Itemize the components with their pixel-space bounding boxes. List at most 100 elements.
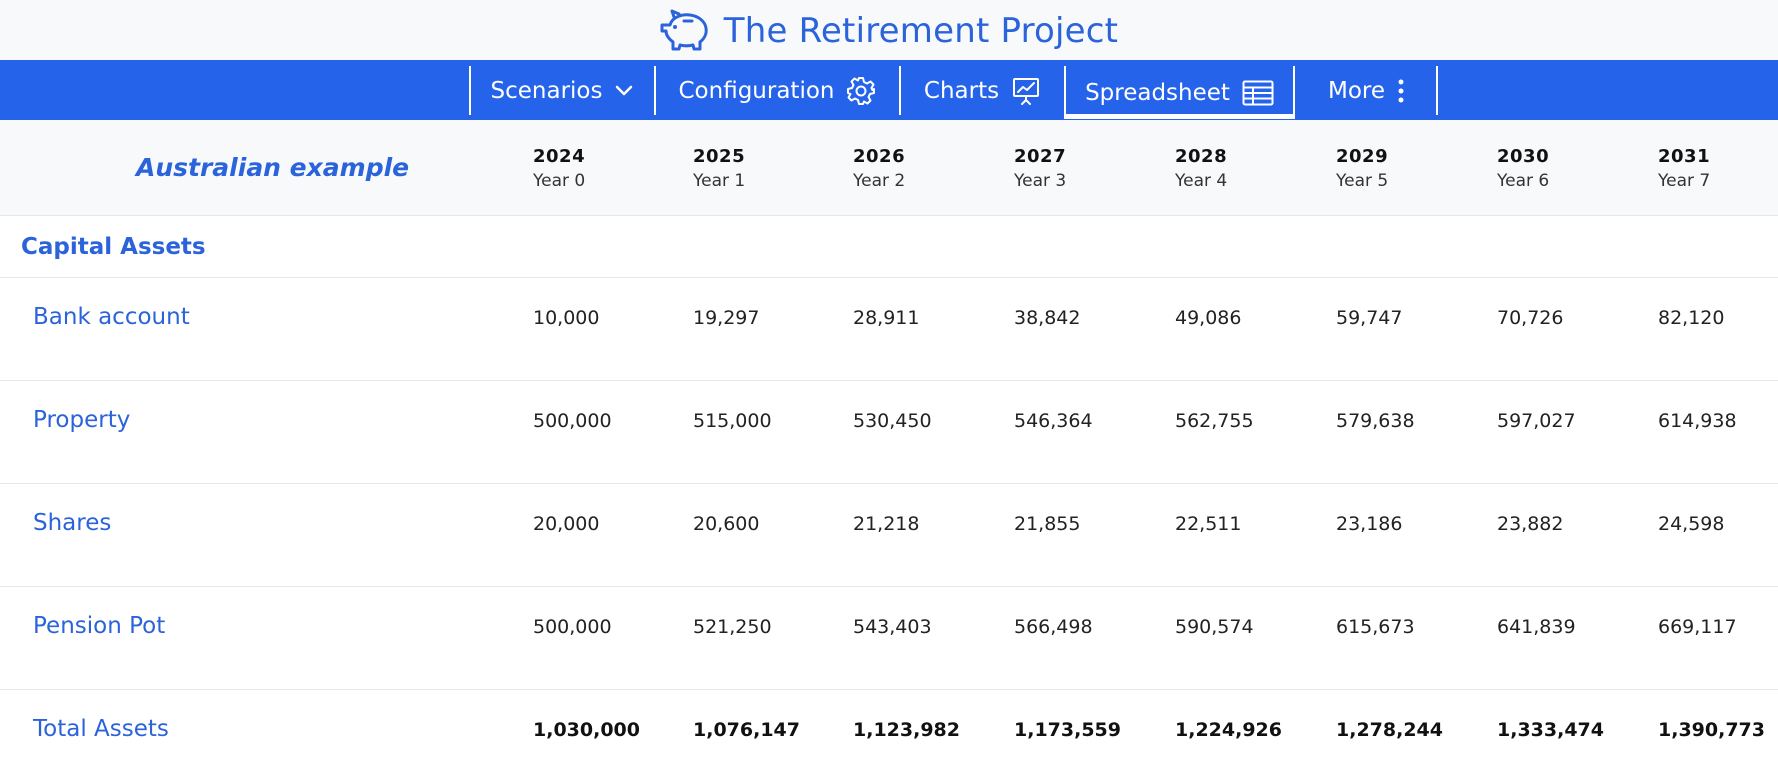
table-cell: 579,638 xyxy=(1336,410,1415,432)
table-cell: 1,390,773 xyxy=(1658,719,1765,741)
gear-icon xyxy=(847,76,876,105)
nav-more[interactable]: More xyxy=(1297,66,1436,115)
table-cell: 82,120 xyxy=(1658,307,1725,329)
section-title: Capital Assets xyxy=(21,234,206,260)
table-cell: 1,278,244 xyxy=(1336,719,1443,741)
year-column-header: 2026 Year 2 xyxy=(853,146,905,191)
table-cell: 530,450 xyxy=(853,410,932,432)
main-nav: Scenarios Configuration Charts Spreadshe… xyxy=(0,60,1778,120)
chevron-down-icon xyxy=(616,85,633,95)
table-cell: 1,173,559 xyxy=(1014,719,1121,741)
scenario-name: Australian example xyxy=(136,153,410,182)
table-cell: 641,839 xyxy=(1497,616,1576,638)
year-label: Year 1 xyxy=(693,171,746,191)
year-label: Year 3 xyxy=(1014,171,1067,191)
year-label: Year 0 xyxy=(533,171,586,191)
table-cell: 615,673 xyxy=(1336,616,1415,638)
nav-scenarios-label: Scenarios xyxy=(490,77,603,104)
year-label: Year 6 xyxy=(1497,171,1550,191)
row-divider xyxy=(0,586,1778,587)
table-cell: 10,000 xyxy=(533,307,600,329)
row-label[interactable]: Total Assets xyxy=(33,716,169,742)
table-cell: 1,224,926 xyxy=(1175,719,1282,741)
row-divider xyxy=(0,277,1778,278)
nav-configuration-label: Configuration xyxy=(678,77,835,104)
table-cell: 20,600 xyxy=(693,513,760,535)
nav-separator xyxy=(654,66,656,115)
nav-spreadsheet-label: Spreadsheet xyxy=(1085,79,1230,106)
table-cell: 23,186 xyxy=(1336,513,1403,535)
table-cell: 521,250 xyxy=(693,616,772,638)
nav-separator xyxy=(899,66,901,115)
nav-charts-label: Charts xyxy=(923,77,1000,104)
app-title: The Retirement Project xyxy=(723,11,1119,51)
year-label: Year 2 xyxy=(853,171,906,191)
table-cell: 515,000 xyxy=(693,410,772,432)
piggy-bank-icon xyxy=(660,9,708,51)
brand[interactable]: The Retirement Project xyxy=(660,9,1118,53)
vertical-dots-icon xyxy=(1398,79,1404,102)
app-header: The Retirement Project xyxy=(0,0,1778,60)
table-cell: 546,364 xyxy=(1014,410,1093,432)
table-cell: 590,574 xyxy=(1175,616,1254,638)
nav-charts[interactable]: Charts xyxy=(901,66,1064,115)
table-icon xyxy=(1242,80,1274,105)
year-column-header: 2024 Year 0 xyxy=(533,146,585,191)
year-column-header: 2030 Year 6 xyxy=(1497,146,1549,191)
table-cell: 21,218 xyxy=(853,513,920,535)
row-label[interactable]: Pension Pot xyxy=(33,613,166,639)
row-label[interactable]: Property xyxy=(33,407,131,433)
presentation-chart-icon xyxy=(1013,77,1040,105)
year-column-header: 2028 Year 4 xyxy=(1175,146,1227,191)
table-cell: 566,498 xyxy=(1014,616,1093,638)
table-cell: 70,726 xyxy=(1497,307,1564,329)
table-cell: 1,333,474 xyxy=(1497,719,1604,741)
table-cell: 23,882 xyxy=(1497,513,1564,535)
year-number: 2025 xyxy=(693,146,746,167)
row-divider xyxy=(0,689,1778,690)
table-cell: 1,123,982 xyxy=(853,719,960,741)
table-cell: 21,855 xyxy=(1014,513,1081,535)
nav-separator xyxy=(469,66,471,115)
year-label: Year 5 xyxy=(1336,171,1389,191)
nav-separator xyxy=(1436,66,1438,115)
table-cell: 597,027 xyxy=(1497,410,1576,432)
nav-more-label: More xyxy=(1327,77,1386,104)
table-cell: 500,000 xyxy=(533,616,612,638)
table-cell: 562,755 xyxy=(1175,410,1254,432)
year-label: Year 4 xyxy=(1175,171,1228,191)
table-cell: 1,076,147 xyxy=(693,719,800,741)
nav-scenarios[interactable]: Scenarios xyxy=(471,66,654,115)
nav-spreadsheet[interactable]: Spreadsheet xyxy=(1064,66,1295,119)
table-cell: 28,911 xyxy=(853,307,920,329)
nav-configuration[interactable]: Configuration xyxy=(656,66,899,115)
table-cell: 22,511 xyxy=(1175,513,1242,535)
table-cell: 59,747 xyxy=(1336,307,1403,329)
table-cell: 38,842 xyxy=(1014,307,1081,329)
row-label[interactable]: Shares xyxy=(33,510,112,536)
table-cell: 24,598 xyxy=(1658,513,1725,535)
year-column-header: 2027 Year 3 xyxy=(1014,146,1066,191)
year-label: Year 7 xyxy=(1658,171,1711,191)
table-cell: 20,000 xyxy=(533,513,600,535)
year-number: 2027 xyxy=(1014,146,1067,167)
table-cell: 543,403 xyxy=(853,616,932,638)
table-cell: 614,938 xyxy=(1658,410,1737,432)
table-cell: 19,297 xyxy=(693,307,760,329)
row-label[interactable]: Bank account xyxy=(33,304,190,330)
spreadsheet-header: Australian example 2024 Year 0 2025 Year 1 2… xyxy=(0,120,1778,216)
row-divider xyxy=(0,380,1778,381)
table-cell: 500,000 xyxy=(533,410,612,432)
year-number: 2026 xyxy=(853,146,906,167)
year-number: 2031 xyxy=(1658,146,1711,167)
row-divider xyxy=(0,483,1778,484)
table-cell: 669,117 xyxy=(1658,616,1737,638)
year-column-header: 2031 Year 7 xyxy=(1658,146,1710,191)
year-number: 2024 xyxy=(533,146,586,167)
year-number: 2029 xyxy=(1336,146,1389,167)
year-column-header: 2029 Year 5 xyxy=(1336,146,1388,191)
table-cell: 49,086 xyxy=(1175,307,1242,329)
year-number: 2028 xyxy=(1175,146,1228,167)
table-cell: 1,030,000 xyxy=(533,719,640,741)
year-number: 2030 xyxy=(1497,146,1550,167)
